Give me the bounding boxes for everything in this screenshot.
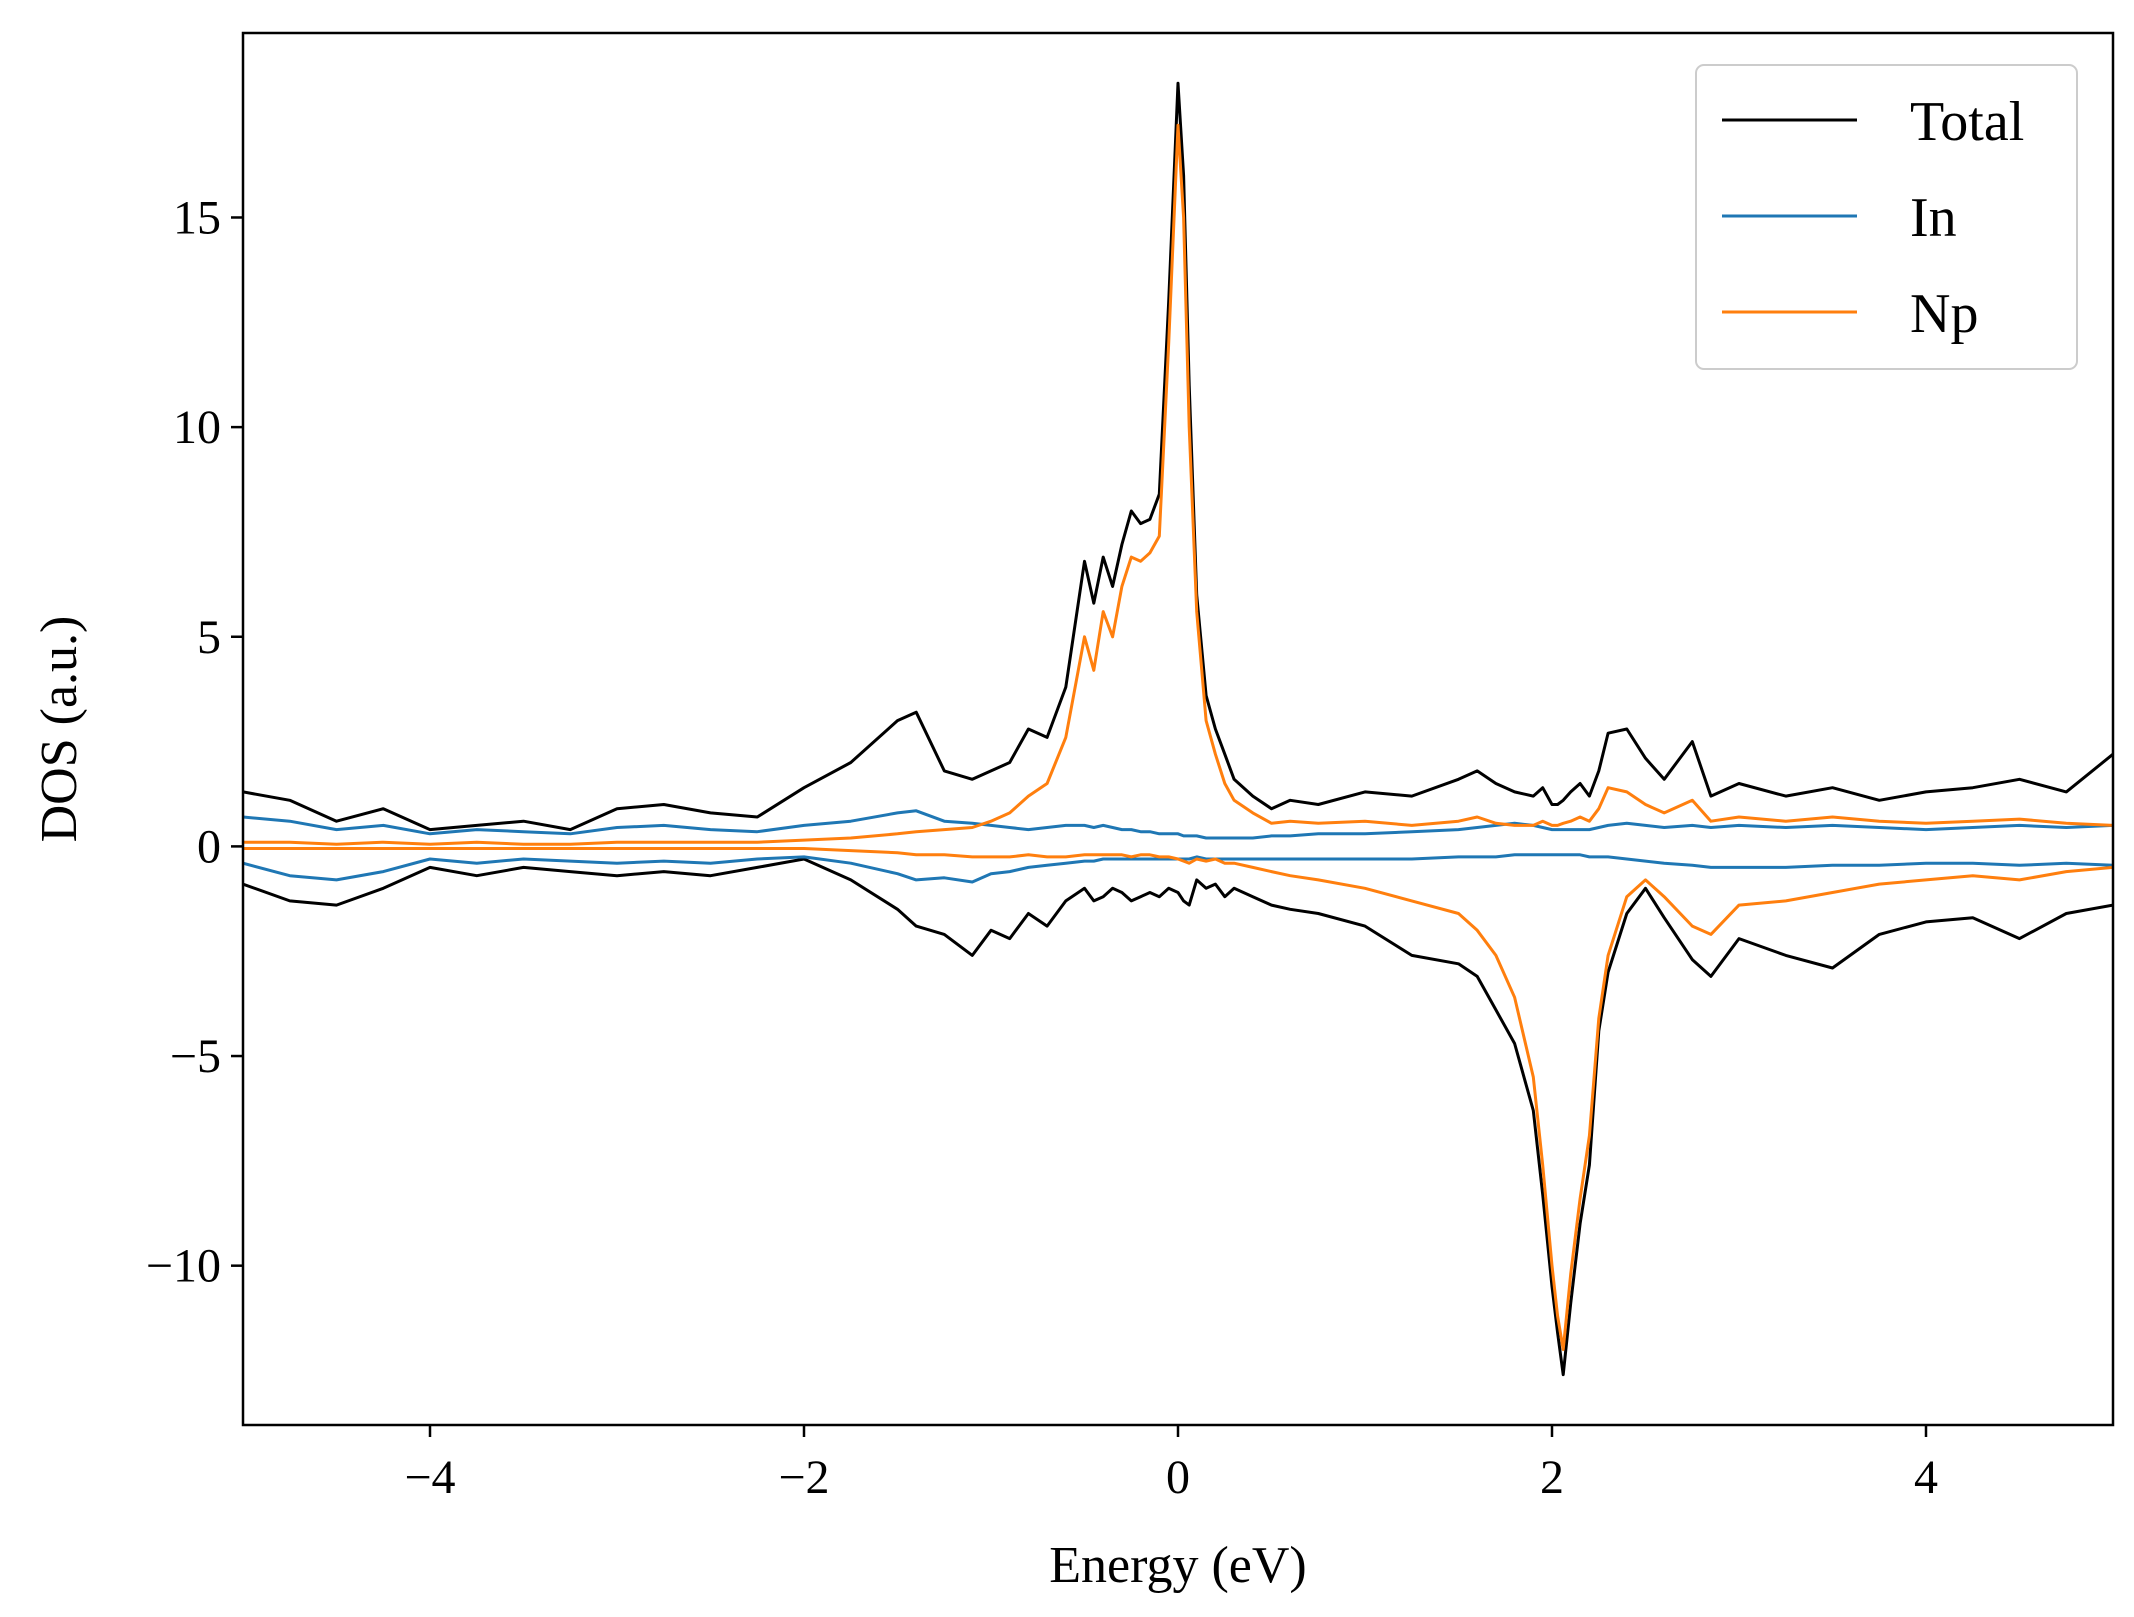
series-line-np-up: [243, 123, 2113, 846]
series-line-total-up: [243, 81, 2113, 832]
legend-label-total: Total: [1910, 91, 2024, 153]
legend: Total In Np: [1695, 64, 2078, 370]
series-line-in-down: [243, 853, 2113, 884]
legend-label-in: In: [1910, 187, 1957, 249]
series-line-np-down: [243, 847, 2113, 1351]
y-axis-label: DOS (a.u.): [31, 616, 88, 843]
legend-box: [1695, 64, 2078, 370]
x-tick-label: −2: [778, 1451, 829, 1504]
y-tick-label: 5: [197, 611, 221, 664]
y-tick-label: −5: [170, 1030, 221, 1083]
y-tick-label: −10: [146, 1240, 221, 1293]
x-tick-label: 4: [1914, 1451, 1938, 1504]
x-tick-label: 0: [1166, 1451, 1190, 1504]
series-line-in-up: [243, 809, 2113, 840]
series-line-total-down: [243, 857, 2113, 1377]
series-layer: [243, 81, 2113, 1377]
x-tick-label: −4: [404, 1451, 455, 1504]
y-tick-label: 10: [173, 401, 221, 454]
y-tick-label: 15: [173, 191, 221, 244]
y-tick-label: 0: [197, 820, 221, 873]
y-axis: −10 −5 0 5 10 15: [146, 191, 243, 1293]
x-tick-label: 2: [1540, 1451, 1564, 1504]
legend-label-np: Np: [1910, 283, 1978, 345]
x-axis: −4 −2 0 2 4: [404, 1425, 1938, 1504]
x-axis-label: Energy (eV): [1049, 1537, 1307, 1594]
